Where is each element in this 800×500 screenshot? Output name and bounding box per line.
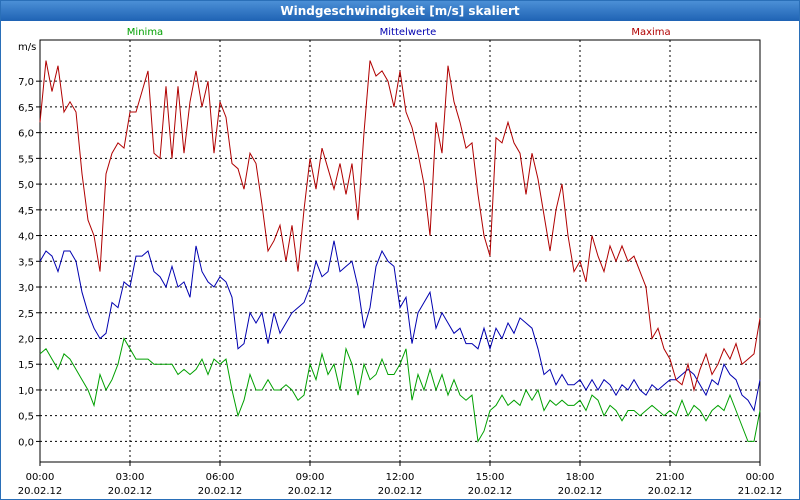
x-tick-date: 20.02.12 (648, 486, 693, 497)
chart-title: Windgeschwindigkeit [m/s] skaliert (1, 1, 799, 21)
x-tick-date: 20.02.12 (468, 486, 513, 497)
y-axis-label: m/s (18, 42, 36, 53)
legend-item-minima: Minima (127, 27, 163, 38)
x-tick-time: 12:00 (386, 472, 415, 483)
y-tick-label: 6,0 (18, 129, 34, 140)
x-tick-date: 20.02.12 (558, 486, 603, 497)
series-line-minima (39, 337, 761, 443)
y-tick-label: 1,0 (18, 386, 34, 397)
y-tick-label: 5,5 (18, 154, 34, 165)
y-tick-label: 6,5 (18, 103, 34, 114)
series-line-mittelwerte (39, 240, 761, 412)
series-line-maxima (39, 60, 761, 392)
legend: Minima Mittelwerte Maxima (127, 27, 671, 38)
series-lines (39, 60, 761, 443)
y-tick-label: 1,5 (18, 360, 34, 371)
y-tick-label: 7,0 (18, 77, 34, 88)
y-tick-label: 4,0 (18, 232, 34, 243)
x-tick-time: 09:00 (296, 472, 325, 483)
x-tick-time: 18:00 (566, 472, 595, 483)
y-tick-label: 3,0 (18, 283, 34, 294)
x-tick-time: 06:00 (206, 472, 235, 483)
legend-item-maxima: Maxima (631, 27, 670, 38)
x-tick-date: 20.02.12 (108, 486, 153, 497)
x-tick-date: 20.02.12 (198, 486, 243, 497)
y-tick-label: 0,5 (18, 412, 34, 423)
legend-item-mittelwerte: Mittelwerte (380, 27, 437, 38)
x-tick-date: 21.02.12 (738, 486, 783, 497)
x-axis-ticks: 00:00 20.02.12 03:00 20.02.12 06:00 20.02.12 0… (18, 462, 783, 497)
y-tick-label: 5,0 (18, 180, 34, 191)
y-tick-label: 2,5 (18, 309, 34, 320)
x-tick-date: 20.02.12 (378, 486, 423, 497)
x-tick-time: 03:00 (116, 472, 145, 483)
x-tick-time: 00:00 (26, 472, 55, 483)
y-tick-label: 3,5 (18, 257, 34, 268)
x-tick-time: 00:00 (746, 472, 775, 483)
x-tick-time: 21:00 (656, 472, 685, 483)
x-tick-time: 15:00 (476, 472, 505, 483)
x-tick-date: 20.02.12 (288, 486, 333, 497)
y-tick-label: 2,0 (18, 334, 34, 345)
y-axis-ticks: 0,0 0,5 1,0 1,5 2,0 2,5 3,0 3,5 4,0 4,5 5,0 5,5 6,0 6… (18, 77, 40, 448)
x-tick-date: 20.02.12 (18, 486, 63, 497)
y-tick-label: 4,5 (18, 206, 34, 217)
y-tick-label: 0,0 (18, 437, 34, 448)
